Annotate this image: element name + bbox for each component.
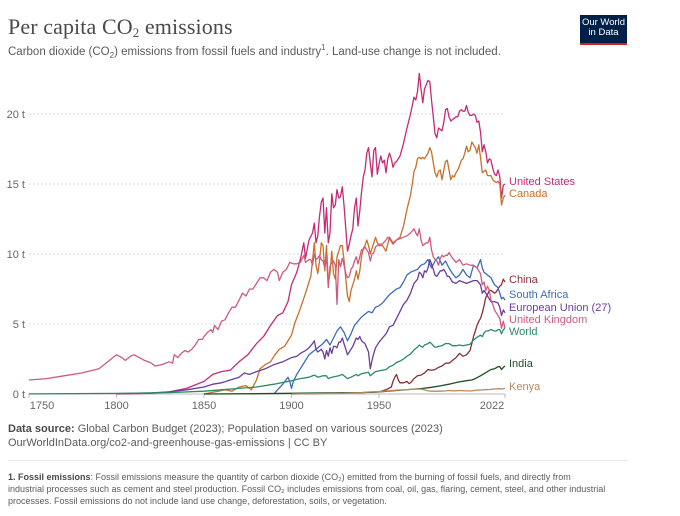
series-label[interactable]: United States — [509, 176, 576, 188]
series-line-china[interactable] — [291, 278, 506, 395]
owid-logo[interactable]: Our World in Data — [580, 15, 627, 45]
title-text: Per capita CO — [8, 14, 133, 39]
logo-line-1: Our World — [581, 17, 626, 28]
series-line-india[interactable] — [203, 365, 506, 395]
subtitle-subscript: 2 — [109, 51, 115, 61]
series-label[interactable]: United Kingdom — [509, 314, 587, 326]
subtitle-text-end: . Land-use change is not included. — [325, 45, 501, 58]
footer-divider — [8, 460, 628, 461]
series-line-world[interactable] — [28, 327, 506, 395]
footnote: 1. Fossil emissions: Fossil emissions me… — [8, 471, 608, 507]
series-line-canada[interactable] — [203, 141, 506, 395]
series-line-united-states[interactable] — [116, 72, 506, 395]
x-axis: 1750 1800 1850 1900 1950 2022 — [28, 394, 506, 412]
series-label[interactable]: European Union (27) — [509, 302, 611, 314]
footnote-label: 1. Fossil emissions — [8, 472, 91, 482]
x-tick-label: 1750 — [30, 400, 54, 412]
series-label[interactable]: World — [509, 326, 538, 338]
series-line-united-kingdom[interactable] — [28, 228, 506, 381]
series-label[interactable]: India — [509, 358, 534, 370]
y-tick-label: 20 t — [7, 109, 25, 121]
data-source-text: Global Carbon Budget (2023); Population … — [74, 423, 443, 435]
series-line-european-union-27[interactable] — [116, 258, 506, 395]
series-label[interactable]: Canada — [509, 188, 548, 200]
x-tick-label: 1900 — [279, 400, 303, 412]
series-lines — [28, 72, 506, 395]
x-tick-label: 2022 — [480, 400, 504, 412]
subtitle-text-mid: ) emissions from fossil fuels and indust… — [114, 45, 322, 58]
data-source: Data source: Global Carbon Budget (2023)… — [8, 422, 443, 450]
chart-subtitle: Carbon dioxide (CO2) emissions from foss… — [8, 43, 501, 60]
chart-title: Per capita CO2 emissions — [8, 14, 233, 41]
x-tick-label: 1800 — [104, 400, 128, 412]
series-label[interactable]: China — [509, 274, 539, 286]
series-label[interactable]: South Africa — [509, 289, 569, 301]
series-line-south-africa[interactable] — [273, 256, 506, 395]
footnote-text: : Fossil emissions measure the quantity … — [8, 472, 606, 506]
y-tick-label: 15 t — [7, 179, 25, 191]
source-url-link[interactable]: OurWorldInData.org/co2-and-greenhouse-ga… — [8, 437, 328, 449]
subtitle-text: Carbon dioxide (CO — [8, 45, 110, 58]
data-source-label: Data source: — [8, 423, 75, 435]
y-tick-label: 0 t — [13, 389, 25, 401]
x-tick-label: 1850 — [192, 400, 216, 412]
series-line-kenya[interactable] — [291, 387, 506, 395]
footnote-reference[interactable]: 1 — [321, 43, 326, 52]
y-axis: 0 t 5 t 10 t 15 t 20 t — [7, 109, 25, 401]
title-subscript: 2 — [132, 25, 140, 40]
series-label[interactable]: Kenya — [509, 381, 541, 393]
title-text-end: emissions — [139, 14, 233, 39]
y-tick-label: 5 t — [13, 319, 25, 331]
y-tick-label: 10 t — [7, 249, 25, 261]
logo-line-2: in Data — [588, 27, 619, 38]
line-chart: 0 t 5 t 10 t 15 t 20 t 1750 1800 1850 1900 1950 2… — [7, 72, 611, 412]
gridlines — [29, 113, 505, 395]
x-tick-label: 1950 — [367, 400, 391, 412]
